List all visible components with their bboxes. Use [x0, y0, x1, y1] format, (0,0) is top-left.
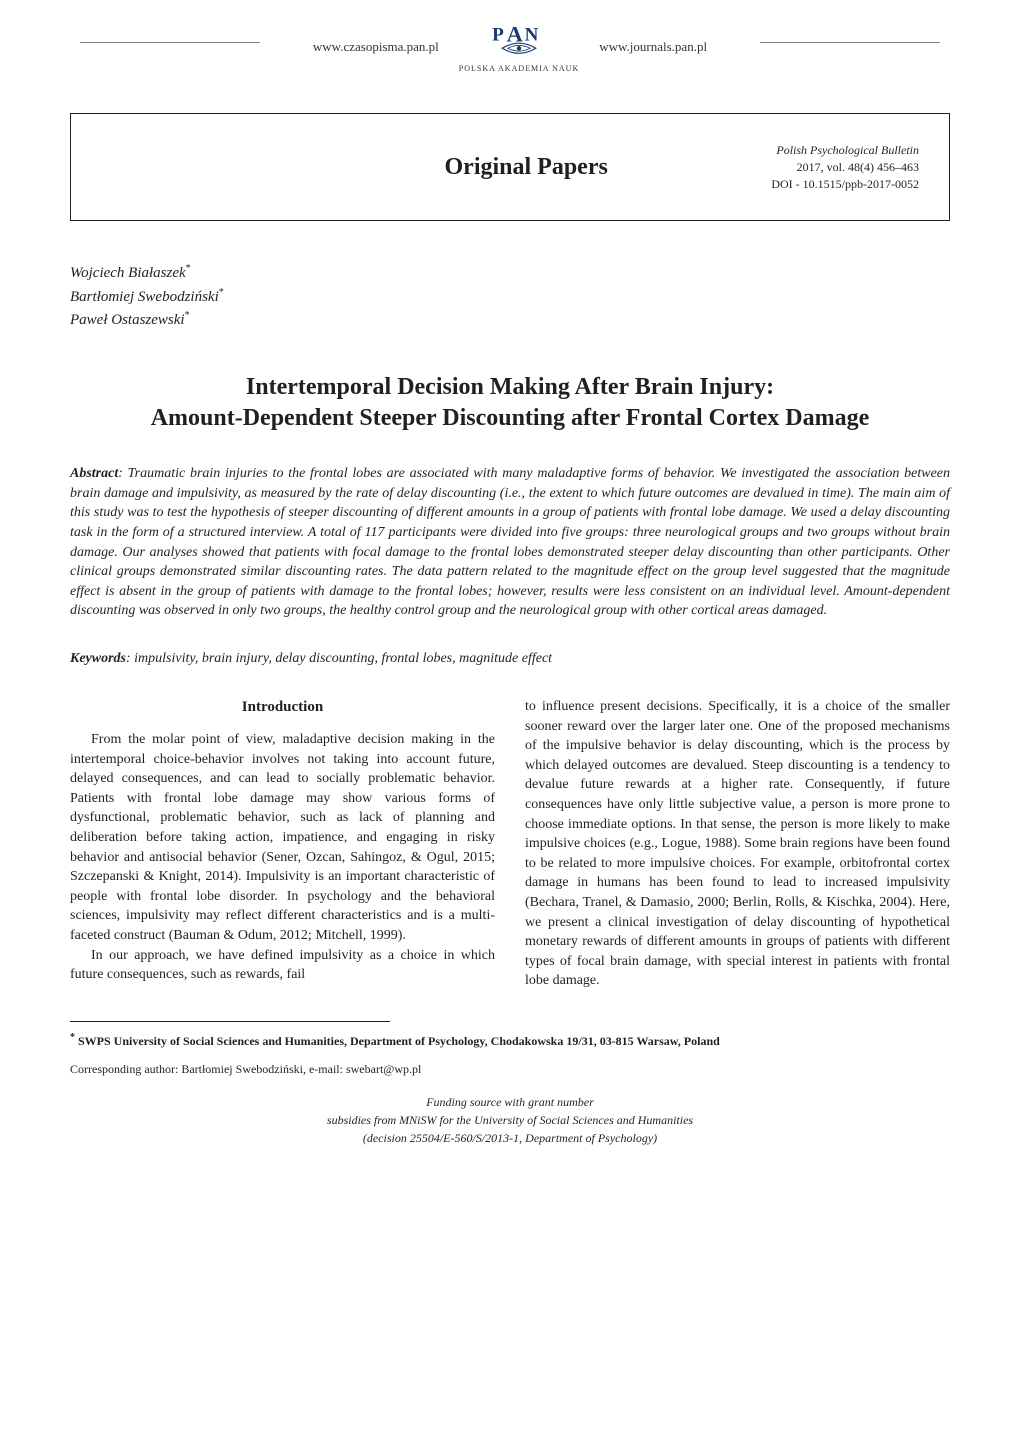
intro-p3: to influence present decisions. Specific… — [525, 697, 950, 991]
section-title: Original Papers — [281, 154, 771, 181]
keywords-text: : impulsivity, brain injury, delay disco… — [126, 651, 552, 666]
intro-heading: Introduction — [70, 697, 495, 718]
title-line-1: Intertemporal Decision Making After Brai… — [70, 372, 950, 403]
funding-line-2: subsidies from MNiSW for the University … — [70, 1111, 950, 1129]
journal-name: Polish Psychological Bulletin — [771, 142, 919, 159]
abstract-label: Abstract — [70, 466, 118, 481]
banner-rule-right — [760, 42, 940, 43]
pan-logo-text: POLSKA AKADEMIA NAUK — [459, 64, 579, 73]
author-3: Paweł Ostaszewski* — [70, 308, 950, 332]
svg-text:P: P — [492, 24, 504, 45]
abstract-block: Abstract: Traumatic brain injuries to th… — [70, 464, 950, 621]
journal-meta: Polish Psychological Bulletin 2017, vol.… — [771, 142, 919, 192]
body-columns: Introduction From the molar point of vie… — [70, 697, 950, 991]
banner-url-right: www.journals.pan.pl — [599, 39, 707, 55]
banner-url-left: www.czasopisma.pan.pl — [313, 39, 439, 55]
footnotes: * SWPS University of Social Sciences and… — [70, 1030, 950, 1078]
abstract-text: : Traumatic brain injuries to the fronta… — [70, 466, 950, 618]
author-2: Bartłomiej Swebodziński* — [70, 285, 950, 309]
intro-p2: In our approach, we have defined impulsi… — [70, 946, 495, 985]
journal-issue: 2017, vol. 48(4) 456–463 — [771, 159, 919, 176]
pan-logo: P N A POLSKA AKADEMIA NAUK — [459, 20, 579, 73]
banner-rule-left — [80, 42, 260, 43]
affiliation: * SWPS University of Social Sciences and… — [70, 1030, 950, 1050]
keywords-label: Keywords — [70, 651, 126, 666]
publisher-banner: www.czasopisma.pan.pl P N A POLSKA AKADE… — [0, 0, 1020, 83]
corresponding-author: Corresponding author: Bartłomiej Swebodz… — [70, 1060, 950, 1078]
keywords-block: Keywords: impulsivity, brain injury, del… — [70, 651, 950, 667]
paper-title: Intertemporal Decision Making After Brai… — [70, 372, 950, 434]
funding-line-3: (decision 25504/E-560/S/2013-1, Departme… — [70, 1129, 950, 1147]
intro-p1: From the molar point of view, maladaptiv… — [70, 730, 495, 946]
authors-block: Wojciech Białaszek* Bartłomiej Swebodziń… — [70, 261, 950, 332]
funding-line-1: Funding source with grant number — [70, 1093, 950, 1111]
funding-block: Funding source with grant number subsidi… — [70, 1093, 950, 1147]
footnote-rule — [70, 1021, 390, 1022]
journal-doi: DOI - 10.1515/ppb-2017-0052 — [771, 176, 919, 193]
svg-text:N: N — [525, 24, 539, 45]
title-line-2: Amount-Dependent Steeper Discounting aft… — [70, 403, 950, 434]
column-left: Introduction From the molar point of vie… — [70, 697, 495, 991]
header-box: Original Papers Polish Psychological Bul… — [70, 113, 950, 221]
author-1: Wojciech Białaszek* — [70, 261, 950, 285]
column-right: to influence present decisions. Specific… — [525, 697, 950, 991]
